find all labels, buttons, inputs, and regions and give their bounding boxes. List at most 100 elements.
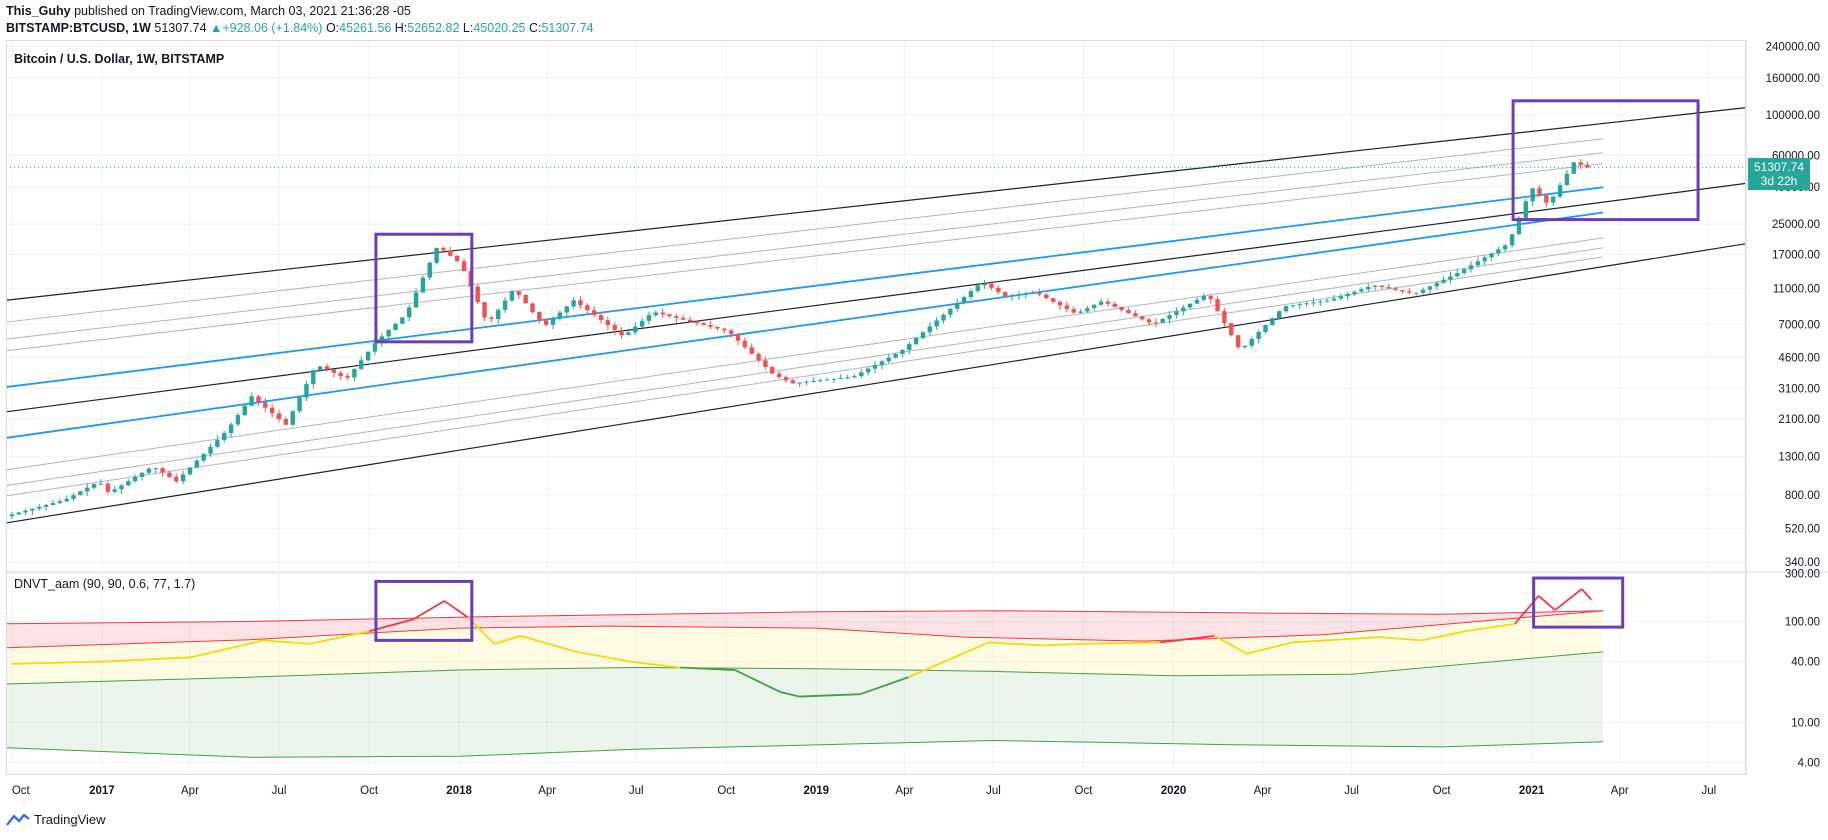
candle-body xyxy=(1085,308,1090,312)
candle-body xyxy=(1523,201,1529,218)
candle-body xyxy=(756,353,761,361)
candle-body xyxy=(872,364,878,369)
oscillator-segment xyxy=(1042,642,1083,647)
candle-body xyxy=(352,368,357,378)
time-axis: Oct 2017 Apr Jul Oct 2018 Apr Jul Oct 2019 Apr Jul O… xyxy=(12,785,1716,797)
price-tick-label: 520.00 xyxy=(1785,524,1820,536)
candle-body xyxy=(502,300,508,310)
oscillator-segment xyxy=(630,660,681,669)
candle-body xyxy=(845,377,850,379)
author-name[interactable]: This_Guhy xyxy=(6,4,71,18)
oscillator-segment xyxy=(1291,636,1381,644)
candle-body xyxy=(98,483,104,485)
candle-body xyxy=(1160,318,1165,323)
candle-body xyxy=(112,489,117,492)
candle-body xyxy=(701,323,706,325)
candle-body xyxy=(633,326,638,333)
candle-body xyxy=(1537,188,1542,196)
oscillator-segment xyxy=(860,676,909,696)
candle-body xyxy=(1064,305,1070,310)
candle-body xyxy=(831,378,837,380)
time-tick-label: Jul xyxy=(272,785,287,797)
candle-body xyxy=(304,383,309,398)
candle-body xyxy=(544,320,549,325)
candle-body xyxy=(317,366,323,371)
candle-body xyxy=(119,485,124,490)
candle-body xyxy=(50,503,56,506)
candle-body xyxy=(489,317,494,320)
candle-body xyxy=(174,476,179,482)
band-line-red-lower xyxy=(5,610,1604,649)
candle-body xyxy=(311,370,316,384)
candle-body xyxy=(509,291,515,301)
candle-body xyxy=(1139,316,1145,320)
candle-body xyxy=(1263,325,1268,332)
time-tick-label: Jul xyxy=(629,785,644,797)
candle-body xyxy=(790,380,796,384)
candle-body xyxy=(160,468,165,473)
indicator-legend[interactable]: DNVT_aam (90, 90, 0.6, 77, 1.7) xyxy=(14,577,196,591)
footer-brand[interactable]: TradingView xyxy=(34,812,106,827)
candle-body xyxy=(105,483,110,492)
candle-body xyxy=(1057,301,1063,306)
open-label: O: xyxy=(325,21,340,35)
price-tick-label: 800.00 xyxy=(1785,490,1820,502)
candle-body xyxy=(523,294,528,304)
candle-body xyxy=(1324,300,1330,302)
candle-body xyxy=(1393,288,1398,290)
highlight-box xyxy=(1511,99,1700,222)
last-price-tag-value: 51307.74 xyxy=(1753,160,1805,174)
candle-body xyxy=(1201,296,1207,300)
candle-body xyxy=(126,481,131,486)
candle-body xyxy=(783,377,789,381)
candle-body xyxy=(194,460,200,468)
candle-body xyxy=(886,357,891,362)
candle-body xyxy=(728,330,734,335)
candle-body xyxy=(1372,285,1378,287)
oscillator-segment xyxy=(734,669,781,693)
candle-body xyxy=(1016,294,1022,296)
oscillator-segment xyxy=(799,693,861,698)
candle-body xyxy=(722,328,727,331)
candle-body xyxy=(16,512,21,515)
candle-body xyxy=(818,380,823,382)
candle-body xyxy=(276,413,282,420)
candle-body xyxy=(626,332,631,335)
candle-body xyxy=(454,255,460,262)
candle-body xyxy=(1318,301,1323,303)
candle-body xyxy=(235,415,241,425)
candle-body xyxy=(331,369,337,373)
candle-body xyxy=(1379,285,1385,288)
candle-body xyxy=(1105,301,1111,304)
candle-body xyxy=(667,314,672,317)
grid xyxy=(6,40,1828,775)
price-tick-label: 11000.00 xyxy=(1773,284,1820,296)
candle-body xyxy=(496,309,501,320)
oscillator-segment xyxy=(412,600,445,621)
channel-line-gray xyxy=(5,138,1604,323)
candle-body xyxy=(201,453,206,461)
symbol-name[interactable]: BITSTAMP:BTCUSD, 1W xyxy=(6,21,151,35)
high-label: H: xyxy=(394,21,408,35)
candle-body xyxy=(1208,296,1213,300)
candle-body xyxy=(1496,249,1501,254)
candle-body xyxy=(681,317,686,320)
candle-body xyxy=(893,353,898,358)
candle-body xyxy=(900,349,905,354)
band-line-green-lower xyxy=(5,739,1604,758)
candle-body xyxy=(838,378,843,380)
channel-line-gray xyxy=(5,152,1604,340)
candle-body xyxy=(1009,295,1015,297)
time-tick-label: Apr xyxy=(1254,785,1272,797)
candle-body xyxy=(571,300,576,307)
channel-line-gray xyxy=(5,163,1604,352)
candle-body xyxy=(1468,265,1474,270)
main-chart-legend[interactable]: Bitcoin / U.S. Dollar, 1W, BITSTAMP xyxy=(14,52,225,66)
candle-body xyxy=(91,484,97,488)
candle-body xyxy=(598,315,604,321)
channel-line-blue xyxy=(5,186,1604,388)
candle-body xyxy=(1276,311,1282,319)
candle-body xyxy=(1222,311,1227,324)
candle-body xyxy=(865,368,871,373)
